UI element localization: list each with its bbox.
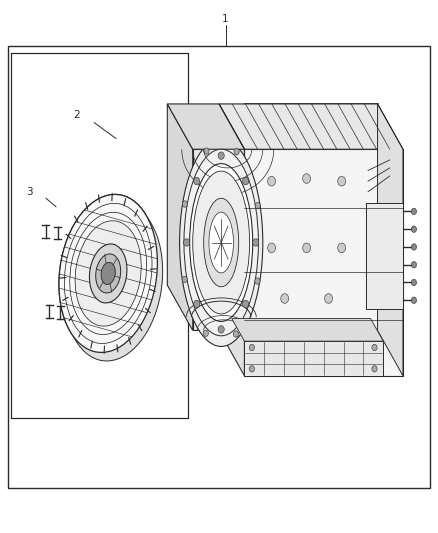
Circle shape	[233, 331, 239, 337]
Circle shape	[253, 239, 259, 246]
Ellipse shape	[75, 221, 141, 326]
Bar	[11, 53, 188, 418]
Ellipse shape	[64, 203, 162, 361]
Ellipse shape	[209, 212, 233, 273]
Polygon shape	[219, 104, 244, 376]
Polygon shape	[244, 149, 403, 376]
Circle shape	[411, 208, 417, 215]
Circle shape	[194, 177, 200, 185]
Circle shape	[249, 344, 254, 351]
Polygon shape	[219, 104, 403, 149]
Circle shape	[243, 300, 249, 308]
Circle shape	[203, 330, 208, 336]
Bar	[8, 46, 430, 488]
Circle shape	[338, 176, 346, 186]
Circle shape	[411, 244, 417, 250]
Circle shape	[255, 203, 260, 209]
Circle shape	[281, 294, 289, 303]
Ellipse shape	[204, 198, 239, 287]
Circle shape	[411, 226, 417, 232]
Text: 1: 1	[222, 14, 229, 23]
Circle shape	[249, 366, 254, 372]
Circle shape	[372, 344, 377, 351]
Circle shape	[303, 243, 311, 253]
Circle shape	[325, 294, 332, 303]
Circle shape	[411, 279, 417, 286]
Circle shape	[184, 239, 190, 246]
Circle shape	[303, 174, 311, 183]
Ellipse shape	[59, 195, 157, 352]
Polygon shape	[167, 104, 244, 149]
Polygon shape	[378, 104, 403, 376]
Circle shape	[243, 177, 249, 185]
Ellipse shape	[190, 164, 253, 321]
Circle shape	[268, 243, 276, 253]
Circle shape	[411, 297, 417, 303]
Circle shape	[182, 201, 187, 207]
Circle shape	[338, 243, 346, 253]
Polygon shape	[232, 319, 383, 341]
Circle shape	[372, 366, 377, 372]
Ellipse shape	[59, 195, 157, 352]
Circle shape	[182, 276, 187, 282]
Text: 3: 3	[26, 187, 33, 197]
Circle shape	[204, 148, 209, 154]
Ellipse shape	[95, 254, 121, 293]
Bar	[244, 341, 383, 376]
Circle shape	[218, 326, 224, 333]
Circle shape	[234, 149, 239, 155]
Ellipse shape	[89, 244, 127, 303]
Circle shape	[255, 278, 260, 284]
Bar	[366, 203, 403, 309]
Ellipse shape	[180, 139, 263, 346]
Ellipse shape	[193, 171, 250, 314]
Polygon shape	[193, 149, 244, 330]
Circle shape	[194, 300, 200, 308]
Circle shape	[411, 262, 417, 268]
Circle shape	[218, 152, 224, 159]
Circle shape	[268, 176, 276, 186]
Polygon shape	[167, 104, 193, 330]
Ellipse shape	[184, 149, 258, 336]
Ellipse shape	[101, 262, 115, 285]
Text: 2: 2	[73, 110, 80, 119]
